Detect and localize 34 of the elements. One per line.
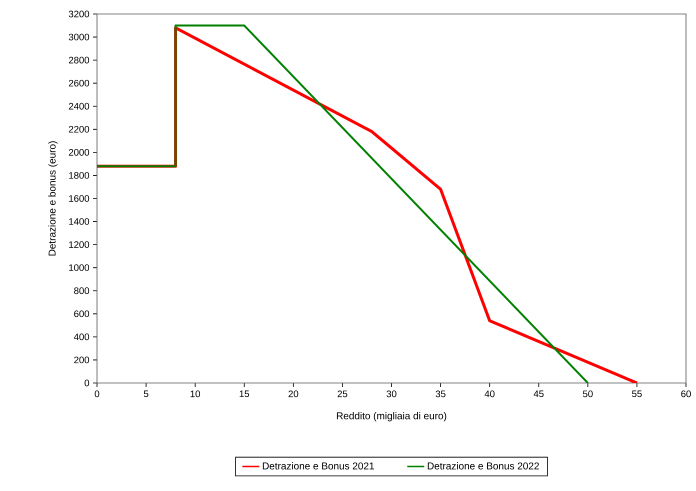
y-tick-label: 800 [74, 287, 90, 294]
x-tick-label: 60 [681, 390, 691, 398]
x-tick-label: 20 [288, 390, 298, 398]
x-tick-label: 15 [240, 390, 250, 398]
x-tick-label: 25 [338, 390, 348, 398]
y-tick-label: 600 [74, 310, 90, 318]
y-tick-label: 2200 [68, 126, 90, 133]
y-tick-label: 3200 [68, 10, 90, 18]
x-tick-label: 35 [436, 390, 446, 398]
x-tick-label: 0 [94, 390, 100, 398]
x-tick-label: 40 [484, 390, 495, 398]
y-axis-title: Detrazione e bonus (euro) [48, 141, 58, 256]
y-tick-label: 0 [84, 380, 90, 386]
y-tick-label: 1000 [69, 264, 90, 272]
legend-label: Detrazione e Bonus 2021 [262, 462, 374, 470]
x-tick-label: 45 [534, 390, 544, 398]
y-tick-label: 2800 [68, 56, 90, 64]
legend-label: Detrazione e Bonus 2022 [428, 462, 539, 470]
y-tick-label: 400 [74, 334, 90, 340]
x-tick-label: 55 [632, 390, 642, 398]
y-tick-label: 1400 [69, 218, 90, 225]
y-tick-label: 3000 [68, 34, 90, 40]
x-tick-label: 50 [582, 390, 593, 398]
y-tick-label: 1600 [69, 195, 90, 202]
y-tick-label: 1800 [69, 172, 90, 179]
x-tick-label: 5 [144, 390, 148, 398]
y-tick-label: 1200 [69, 241, 90, 248]
x-tick-label: 30 [386, 390, 396, 398]
y-tick-label: 200 [74, 356, 90, 364]
x-axis-title: Reddito (migliaia di euro) [336, 412, 446, 422]
x-tick-label: 10 [190, 390, 200, 398]
y-tick-label: 2400 [68, 102, 90, 110]
y-tick-label: 2600 [68, 80, 90, 87]
y-tick-label: 2000 [68, 149, 90, 156]
